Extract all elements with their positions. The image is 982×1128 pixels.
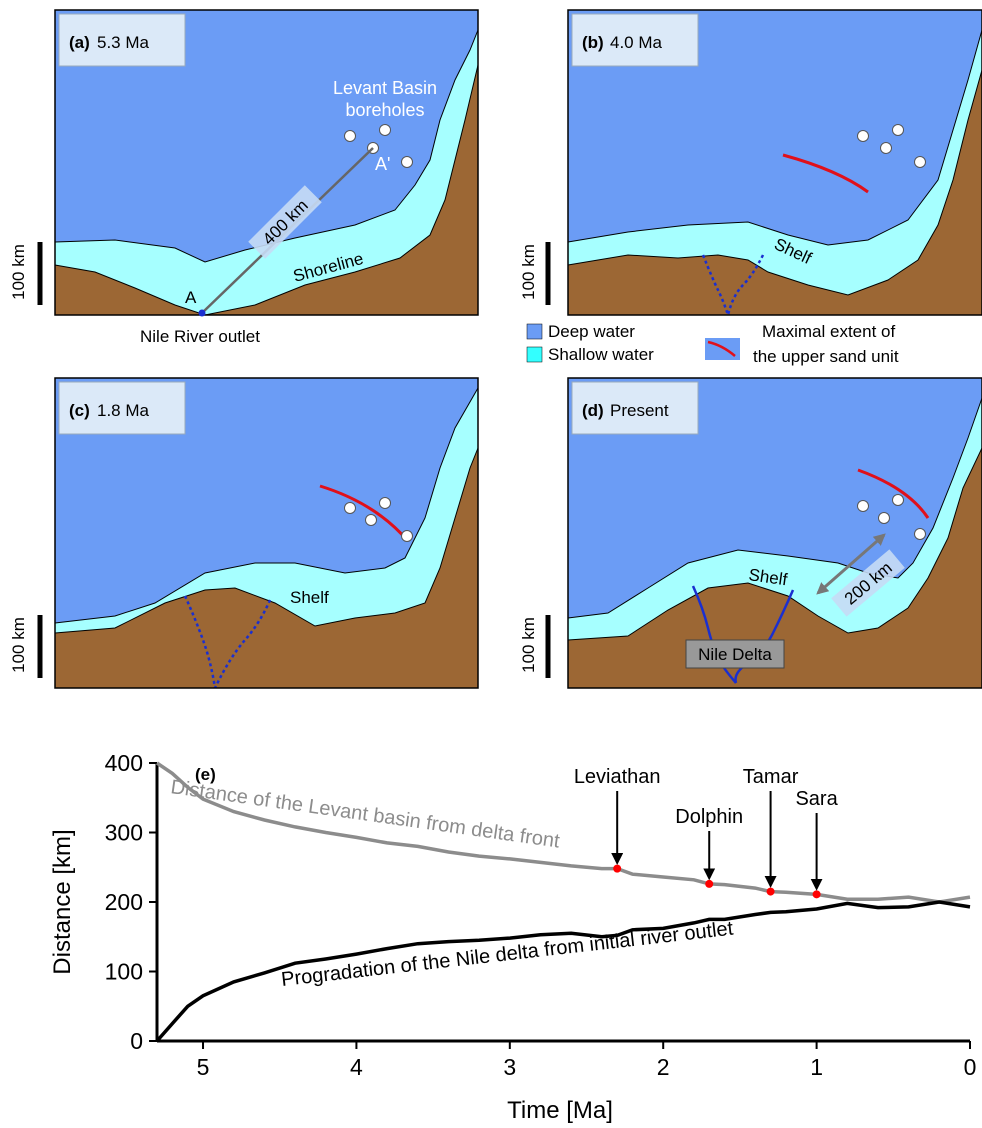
map-text: A' bbox=[375, 154, 390, 174]
map-text: boreholes bbox=[345, 100, 424, 120]
map-panel-c: (c) 1.8 Ma Shelf bbox=[55, 378, 478, 688]
panel-label: (a) bbox=[69, 33, 90, 52]
legend-text: Shallow water bbox=[548, 345, 654, 364]
map-text: Levant Basin bbox=[333, 78, 437, 98]
x-tick-label: 2 bbox=[657, 1054, 670, 1080]
map-text: Nile River outlet bbox=[140, 327, 260, 346]
panel-label: (c) bbox=[69, 401, 90, 420]
x-tick-label: 5 bbox=[197, 1054, 210, 1080]
scale-label: 100 km bbox=[519, 244, 538, 300]
line-label: Distance of the Levant basin from delta … bbox=[169, 776, 561, 852]
borehole-marker bbox=[813, 890, 821, 898]
figure: (a) 5.3 Ma Levant Basin boreholes A' 400… bbox=[0, 0, 982, 1128]
panel-age: 5.3 Ma bbox=[97, 33, 150, 52]
x-axis-title: Time [Ma] bbox=[507, 1097, 613, 1124]
legend-text: Maximal extent of bbox=[762, 322, 895, 341]
x-tick-label: 0 bbox=[964, 1054, 977, 1080]
panel-age: Present bbox=[610, 401, 669, 420]
y-axis-title: Distance [km] bbox=[49, 829, 76, 974]
map-text: Shelf bbox=[290, 588, 329, 607]
x-tick-label: 1 bbox=[810, 1054, 823, 1080]
legend-text: the upper sand unit bbox=[753, 347, 899, 366]
map-text: A bbox=[185, 288, 197, 307]
legend-text: Deep water bbox=[548, 322, 635, 341]
annotation-label: Leviathan bbox=[574, 766, 661, 788]
map-panel-a: (a) 5.3 Ma Levant Basin boreholes A' 400… bbox=[55, 10, 478, 317]
borehole-marker bbox=[613, 865, 621, 873]
borehole-marker bbox=[705, 880, 713, 888]
scale-label: 100 km bbox=[519, 617, 538, 673]
y-tick-label: 200 bbox=[105, 889, 143, 915]
map-panel-d: 200 km (d) Present Shelf Nile Delta bbox=[568, 378, 982, 688]
annotation-label: Dolphin bbox=[675, 806, 743, 828]
map-panel-b: (b) 4.0 Ma Shelf bbox=[568, 10, 982, 315]
y-tick-label: 400 bbox=[105, 750, 143, 776]
panel-label: (b) bbox=[582, 33, 604, 52]
panel-age: 4.0 Ma bbox=[610, 33, 663, 52]
y-tick-label: 0 bbox=[130, 1028, 143, 1054]
annotation-label: Tamar bbox=[743, 766, 799, 788]
x-tick-label: 3 bbox=[503, 1054, 516, 1080]
scale-label: 100 km bbox=[9, 244, 28, 300]
data-line bbox=[157, 902, 970, 1041]
scale-label: 100 km bbox=[9, 617, 28, 673]
annotation-label: Sara bbox=[795, 788, 838, 810]
x-tick-label: 4 bbox=[350, 1054, 363, 1080]
data-line bbox=[157, 763, 970, 902]
y-tick-label: 300 bbox=[105, 820, 143, 846]
y-tick-label: 100 bbox=[105, 959, 143, 985]
panel-age: 1.8 Ma bbox=[97, 401, 150, 420]
borehole-marker bbox=[767, 888, 775, 896]
panel-label: (d) bbox=[582, 401, 604, 420]
map-text: Nile Delta bbox=[698, 645, 772, 664]
